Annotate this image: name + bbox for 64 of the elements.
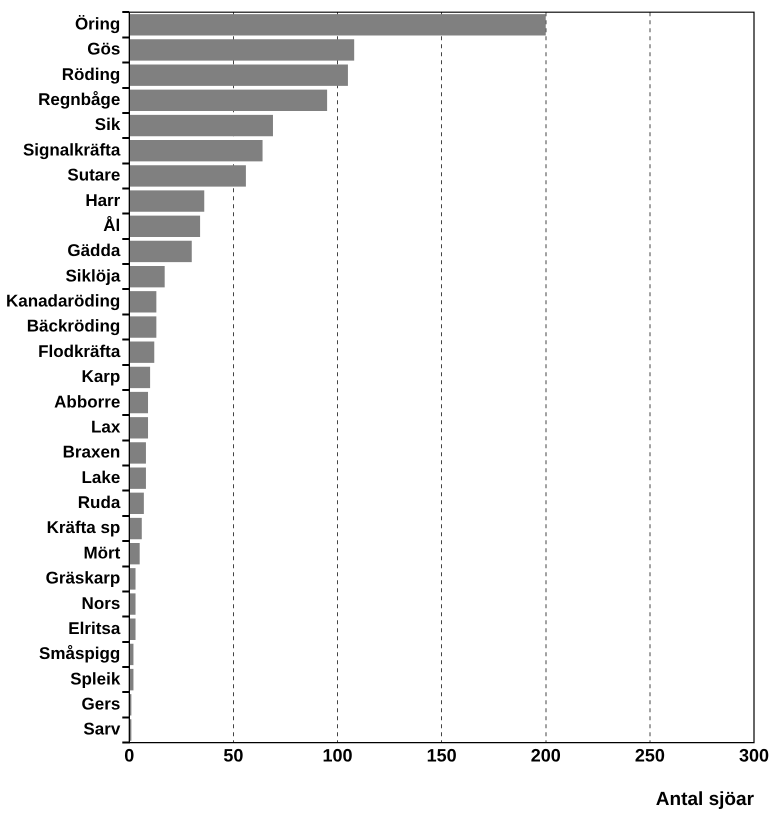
bar [130,291,156,313]
y-tick-label: Spleik [70,669,121,688]
y-tick-label: Småspigg [39,644,120,664]
y-tick-label: Öring [74,14,120,34]
bar [130,442,146,464]
y-tick-label: Gräskarp [46,568,120,588]
y-tick-label: Sik [94,115,121,134]
bar [130,216,200,237]
y-tick-label: Karp [82,367,120,386]
bar [130,366,150,388]
bar [130,618,136,640]
x-tick-label: 150 [426,745,457,766]
bar [130,342,154,363]
y-tick-label: Nors [82,594,120,613]
bar [130,316,156,338]
x-tick-label: 50 [223,745,244,766]
y-tick-label: Bäckröding [26,316,120,336]
y-tick-label: Sarv [83,720,121,739]
y-tick-label: Ål [103,216,120,235]
bar [130,240,192,262]
bar [130,14,546,36]
bar [130,492,144,514]
y-tick-label: Röding [62,64,120,84]
bar [130,266,165,288]
bar [130,165,246,187]
bar [130,668,134,690]
bar [130,64,348,86]
y-tick-label: Gädda [67,241,121,260]
bar [130,568,136,590]
bar [130,39,354,61]
y-tick-label: Gers [82,694,120,714]
bar [130,140,263,162]
x-tick-label: 200 [530,745,561,766]
x-tick-label: 0 [124,745,134,766]
bar [130,543,140,564]
bar [130,90,328,112]
bar [130,392,148,414]
x-tick-label: 100 [322,745,353,766]
x-axis-title: Antal sjöar [656,788,755,810]
y-tick-label: Siklöja [65,266,121,286]
bar [130,114,273,136]
y-tick-label: Harr [85,190,121,210]
y-tick-label: Flodkräfta [38,342,121,361]
y-tick-label: Lax [90,417,121,436]
x-tick-label: 250 [634,745,665,766]
y-tick-label: Kräfta sp [46,518,120,538]
y-tick-label: Mört [83,543,121,562]
x-tick-label: 300 [738,745,770,766]
y-tick-label: Regnbåge [38,90,120,110]
y-tick-label: Gös [87,40,120,59]
y-tick-label: Abborre [54,392,120,412]
bar [130,593,136,615]
y-tick-label: Elritsa [68,618,121,638]
y-tick-label: Braxen [62,442,120,462]
y-tick-label: Signalkräfta [22,140,121,160]
bar [130,190,204,212]
y-tick-label: Ruda [78,493,121,512]
y-tick-label: Lake [82,468,120,487]
bar [130,467,146,489]
bar [130,417,148,438]
bar [130,518,142,540]
y-tick-label: Sutare [67,166,120,185]
bar [130,644,134,666]
y-tick-label: Kanadaröding [6,292,120,311]
